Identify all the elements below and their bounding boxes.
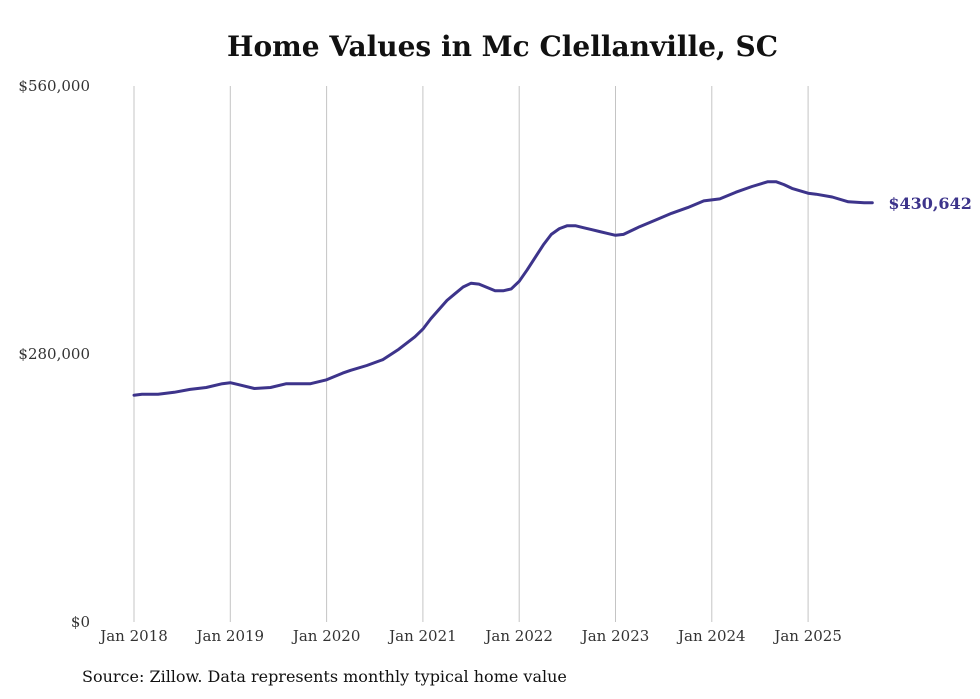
end-label-group: $430,642 [888,194,972,213]
x-tick-label: Jan 2024 [676,627,746,645]
x-tick-label: Jan 2021 [387,627,457,645]
x-tick-label: Jan 2020 [291,627,361,645]
y-tick-label: $280,000 [18,345,90,363]
series-line [132,180,874,397]
end-value-label: $430,642 [888,194,972,213]
x-axis: Jan 2018 Jan 2019 Jan 2020 Jan 2021 Jan 2022… [98,627,842,645]
x-tick-label: Jan 2023 [580,627,650,645]
y-tick-label: $560,000 [18,77,90,95]
source-note: Source: Zillow. Data represents monthly … [82,667,567,686]
y-tick-label: $0 [71,613,90,631]
series [132,180,874,397]
chart-title: Home Values in Mc Clellanville, SC [227,30,778,63]
x-tick-label: Jan 2018 [98,627,168,645]
y-axis: $0 $280,000 $560,000 [18,77,90,631]
gridlines [133,86,809,622]
x-tick-label: Jan 2019 [195,627,265,645]
x-tick-label: Jan 2022 [483,627,553,645]
x-tick-label: Jan 2025 [772,627,842,645]
